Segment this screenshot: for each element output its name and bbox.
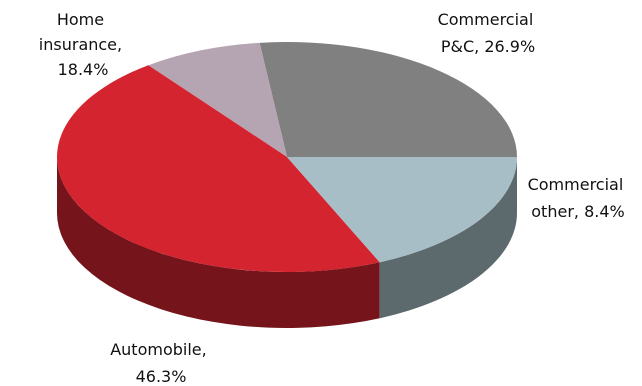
pie-slice-commercial-p-c [259, 42, 517, 157]
label-home-insurance: Home insurance, 18.4% [39, 10, 127, 79]
label-commercial-pc: Commercial P&C, 26.9% [438, 10, 539, 56]
pie-side-automobile [57, 157, 380, 329]
label-commercial-other: Commercial other, 8.4% [528, 175, 629, 221]
pie-side-home-insurance [379, 157, 517, 319]
pie-slice-automobile [56, 65, 380, 273]
label-automobile: Automobile, 46.3% [110, 340, 212, 386]
pie-top-slices [56, 42, 517, 273]
pie-side-walls [57, 157, 517, 329]
pie-slice-home-insurance [287, 157, 517, 263]
pie-slice-commercial-other [148, 42, 287, 158]
